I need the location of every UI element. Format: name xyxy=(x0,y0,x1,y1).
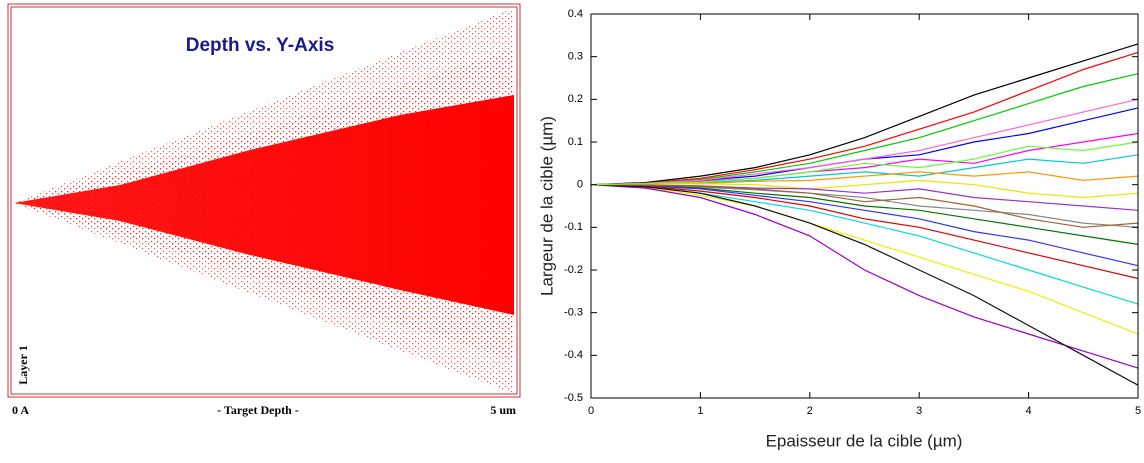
trajectory-line xyxy=(590,184,1139,228)
x-tick-label: 0 xyxy=(588,405,594,417)
y-tick-label: -0.5 xyxy=(564,392,583,404)
plot-frame xyxy=(590,13,1139,399)
trajectory-line xyxy=(590,184,1139,386)
panel-frame-inner xyxy=(10,6,518,395)
trajectory-line xyxy=(590,184,1139,335)
x-tick-label: 1 xyxy=(697,405,703,417)
trajectory-line xyxy=(590,51,1139,186)
trajectory-line xyxy=(590,43,1139,186)
y-tick-label: 0.3 xyxy=(568,51,583,63)
y-tick-label: 0.1 xyxy=(568,136,583,148)
x-end-label: 5 um xyxy=(490,403,516,417)
trajectory-line xyxy=(590,184,1139,267)
trajectory-line xyxy=(590,141,1139,186)
ion-scatter-dense xyxy=(14,95,514,315)
y-tick-label: 0.2 xyxy=(568,93,583,105)
y-tick-label: 0.4 xyxy=(568,8,583,20)
trajectory-line xyxy=(590,98,1139,186)
trajectory-chart: Epaisseur de la cible (µm) Largeur de la… xyxy=(537,8,1141,451)
layer-label: Layer 1 xyxy=(16,345,30,384)
trajectory-line xyxy=(590,179,1139,199)
y-tick-label: -0.2 xyxy=(564,264,583,276)
y-tick-label: -0.4 xyxy=(564,349,583,361)
trajectory-line xyxy=(590,184,1139,245)
y-tick-label: 0 xyxy=(577,179,583,191)
trajectory-line xyxy=(590,184,1139,280)
x-axis-title: Epaisseur de la cible (µm) xyxy=(766,431,963,450)
srim-title: Depth vs. Y-Axis xyxy=(186,35,335,56)
x-tick-label: 5 xyxy=(1135,405,1141,417)
y-tick-label: -0.3 xyxy=(564,307,583,319)
srim-panel: Depth vs. Y-Axis Layer 1 0 A - Target De… xyxy=(7,3,521,417)
x-tick-label: 2 xyxy=(807,405,813,417)
x-tick-label: 4 xyxy=(1026,405,1032,417)
x-tick-label: 3 xyxy=(916,405,922,417)
trajectory-line xyxy=(590,184,1139,369)
x-axis-title: - Target Depth - xyxy=(217,403,299,417)
x-start-label: 0 A xyxy=(12,403,29,417)
y-axis-title: Largeur de la cible (µm) xyxy=(537,116,556,296)
y-tick-label: -0.1 xyxy=(564,221,583,233)
